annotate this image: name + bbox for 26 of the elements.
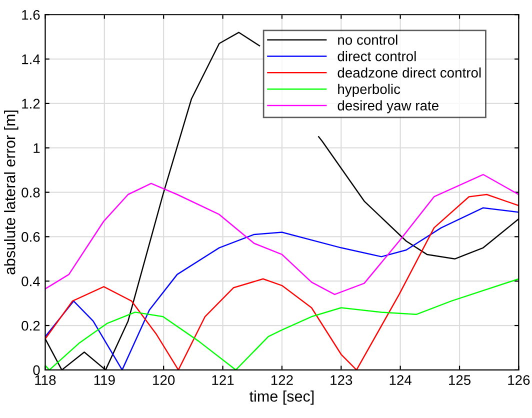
x-tick-label: 121 — [212, 375, 234, 385]
y-tick-label: 0.6 — [22, 232, 40, 242]
x-tick-label: 124 — [390, 375, 412, 385]
legend-label: hyperbolic — [338, 84, 400, 97]
legend-label: no control — [338, 34, 398, 45]
legend-label: deadzone direct control — [338, 67, 481, 78]
x-tick-label: 126 — [508, 375, 530, 385]
x-tick-label: 125 — [448, 375, 471, 385]
y-axis-title: absulute lateral error [m] — [4, 110, 18, 274]
y-tick-label: 0.4 — [22, 276, 40, 286]
x-tick-label: 123 — [330, 375, 352, 385]
x-tick-label: 118 — [35, 375, 56, 385]
y-tick-label: 1.6 — [22, 10, 40, 20]
x-tick-label: 119 — [94, 375, 115, 385]
x-axis-title: time [sec] — [250, 390, 314, 405]
legend-label: desired yaw rate — [338, 100, 438, 114]
y-tick-label: 0.2 — [22, 320, 40, 331]
y-tick-label: 1 — [34, 143, 40, 153]
y-tick-label: 0.8 — [22, 188, 40, 198]
legend-label: direct control — [338, 51, 416, 62]
x-tick-label: 120 — [153, 375, 175, 385]
x-tick-label: 122 — [271, 375, 293, 385]
y-tick-label: 0 — [33, 365, 40, 376]
y-tick-label: 1.2 — [22, 98, 40, 108]
line-series — [45, 174, 519, 296]
y-tick-label: 1.4 — [22, 54, 40, 64]
